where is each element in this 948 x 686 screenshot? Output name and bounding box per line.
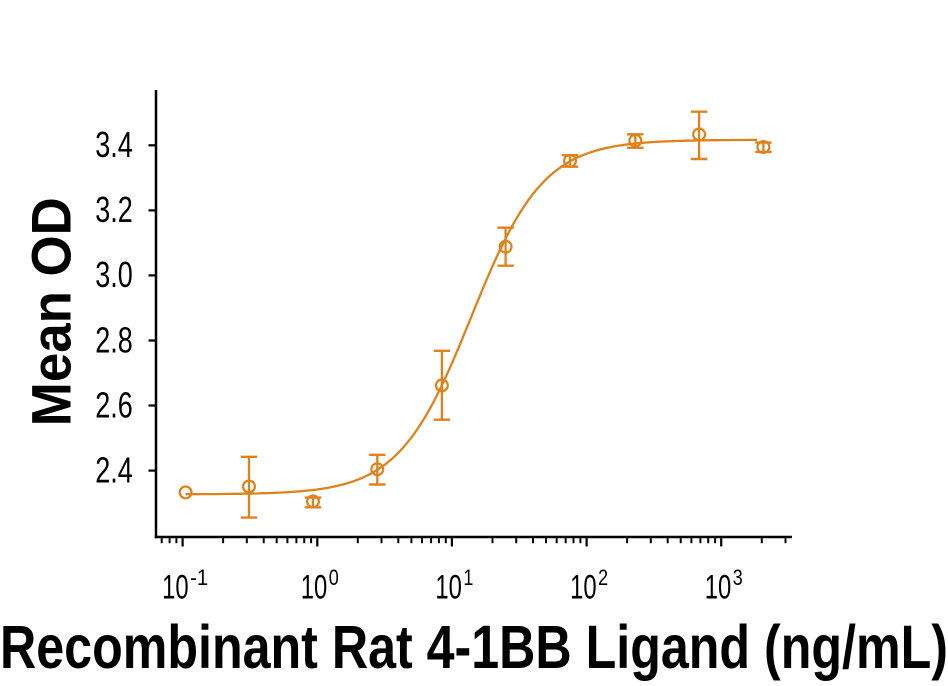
svg-text:10: 10	[301, 569, 328, 607]
svg-text:2.8: 2.8	[95, 319, 133, 360]
svg-text:Mean OD: Mean OD	[20, 197, 83, 426]
svg-text:10: 10	[435, 569, 462, 607]
svg-text:3: 3	[733, 565, 743, 590]
svg-text:2.6: 2.6	[95, 384, 133, 425]
svg-text:0: 0	[329, 565, 339, 590]
svg-text:2.4: 2.4	[95, 449, 133, 490]
svg-text:3.4: 3.4	[95, 124, 133, 165]
svg-text:3.2: 3.2	[95, 189, 133, 230]
svg-text:2: 2	[598, 565, 608, 590]
svg-text:3.0: 3.0	[95, 254, 133, 295]
svg-text:Recombinant Rat 4-1BB Ligand (: Recombinant Rat 4-1BB Ligand (ng/mL)	[0, 613, 948, 681]
svg-text:-1: -1	[190, 565, 208, 590]
svg-text:10: 10	[162, 569, 189, 607]
svg-text:10: 10	[705, 569, 732, 607]
svg-text:10: 10	[570, 569, 597, 607]
svg-text:1: 1	[463, 565, 473, 590]
